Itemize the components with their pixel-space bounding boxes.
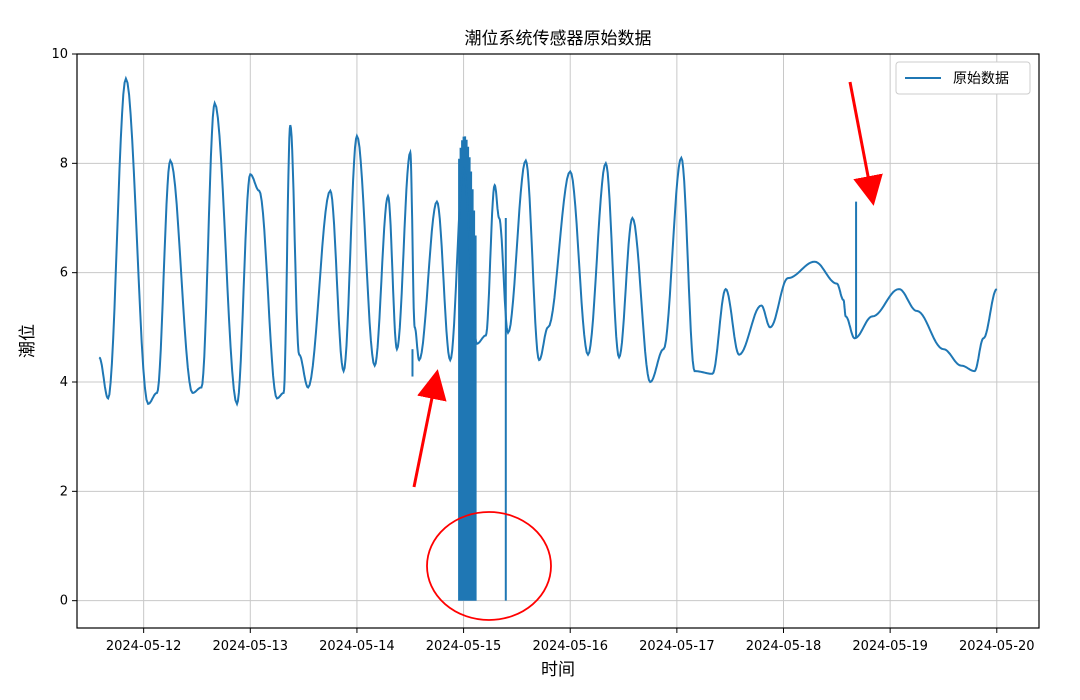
x-tick-label: 2024-05-16 xyxy=(532,639,608,654)
arrow-annotation-left xyxy=(412,369,447,488)
x-tick-label: 2024-05-13 xyxy=(213,639,289,654)
y-tick-label: 6 xyxy=(60,266,68,281)
circle-annotation xyxy=(426,511,552,621)
grid xyxy=(77,53,1039,628)
plot-frame xyxy=(76,53,1040,629)
noise-block-lines xyxy=(458,136,477,601)
x-tick-label: 2024-05-19 xyxy=(852,639,928,654)
x-tick-label: 2024-05-12 xyxy=(106,639,182,654)
y-axis-label: 潮位 xyxy=(18,324,38,358)
x-axis-ticks: 2024-05-12 2024-05-13 2024-05-14 2024-05-15… xyxy=(106,628,1035,654)
legend: 原始数据 xyxy=(895,61,1031,95)
x-tick-label: 2024-05-14 xyxy=(319,639,395,654)
annotations xyxy=(412,81,883,621)
y-tick-label: 10 xyxy=(51,47,68,62)
y-tick-label: 2 xyxy=(60,484,68,499)
legend-label: 原始数据 xyxy=(953,71,1009,87)
x-tick-label: 2024-05-18 xyxy=(746,639,822,654)
arrow-annotation-right xyxy=(848,81,883,206)
x-tick-label: 2024-05-17 xyxy=(639,639,715,654)
x-tick-label: 2024-05-15 xyxy=(426,639,502,654)
chart-title: 潮位系统传感器原始数据 xyxy=(465,29,652,49)
x-tick-label: 2024-05-20 xyxy=(959,639,1035,654)
y-tick-label: 8 xyxy=(60,156,68,171)
noise-block xyxy=(458,136,477,601)
x-axis-label: 时间 xyxy=(541,660,575,680)
y-axis-ticks: 0 2 4 6 8 10 xyxy=(51,47,77,609)
anomaly-spikes xyxy=(411,201,858,601)
y-tick-label: 0 xyxy=(60,594,68,609)
legend-box xyxy=(895,61,1031,95)
y-tick-label: 4 xyxy=(60,375,68,390)
series-line-raw-data xyxy=(98,75,998,407)
